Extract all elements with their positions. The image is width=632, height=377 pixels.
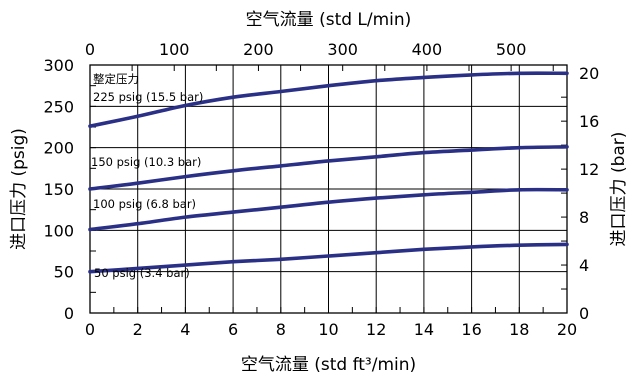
series-label-50-psig: 50 psig (3.4 bar) xyxy=(94,266,190,280)
set-pressure-annotation: 整定压力 xyxy=(93,72,139,86)
left-tick-label: 50 xyxy=(54,263,74,282)
left-tick-label: 100 xyxy=(43,221,74,240)
series-label-100-psig: 100 psig (6.8 bar) xyxy=(93,197,196,211)
right-tick-label: 8 xyxy=(579,208,589,227)
right-tick-label: 0 xyxy=(579,304,589,323)
bottom-tick-label: 8 xyxy=(276,320,286,339)
bottom-tick-label: 0 xyxy=(85,320,95,339)
top-tick-label: 100 xyxy=(159,40,190,59)
bottom-tick-label: 12 xyxy=(366,320,386,339)
left-tick-label: 150 xyxy=(43,180,74,199)
series-curve-0 xyxy=(88,71,569,128)
right-tick-label: 16 xyxy=(579,112,599,131)
left-tick-label: 250 xyxy=(43,97,74,116)
top-tick-label: 500 xyxy=(496,40,527,59)
left-tick-label: 200 xyxy=(43,139,74,158)
top-axis-title: 空气流量 (std L/min) xyxy=(246,10,412,30)
bottom-tick-label: 20 xyxy=(557,320,577,339)
right-tick-label: 4 xyxy=(579,256,589,275)
tick-labels: 0 2 4 6 8 10 12 14 16 18 200 100 200 300 400 5000501001… xyxy=(43,40,599,339)
top-tick-label: 400 xyxy=(412,40,443,59)
series-curve-3 xyxy=(88,242,569,274)
bottom-tick-label: 2 xyxy=(133,320,143,339)
top-tick-label: 0 xyxy=(85,40,95,59)
series-label-150-psig: 150 psig (10.3 bar) xyxy=(91,155,201,169)
bottom-tick-label: 14 xyxy=(414,320,434,339)
right-tick-label: 20 xyxy=(579,64,599,83)
series-curves xyxy=(88,71,569,274)
series-curve-1 xyxy=(88,145,569,191)
top-tick-label: 300 xyxy=(327,40,358,59)
bottom-tick-label: 18 xyxy=(509,320,529,339)
bottom-tick-label: 6 xyxy=(228,320,238,339)
bottom-tick-label: 4 xyxy=(180,320,190,339)
right-axis-title: 进口压力 (bar) xyxy=(609,132,629,247)
bottom-tick-label: 16 xyxy=(461,320,481,339)
series-curve-2 xyxy=(88,187,569,232)
left-tick-label: 300 xyxy=(43,56,74,75)
bottom-tick-label: 10 xyxy=(318,320,338,339)
top-tick-label: 200 xyxy=(243,40,274,59)
series-label-225-psig: 225 psig (15.5 bar) xyxy=(93,90,203,104)
bottom-axis-title: 空气流量 (std ft³/min) xyxy=(241,355,416,375)
right-tick-label: 12 xyxy=(579,160,599,179)
left-axis-title: 进口压力 (psig) xyxy=(9,128,29,250)
left-tick-label: 0 xyxy=(64,304,74,323)
